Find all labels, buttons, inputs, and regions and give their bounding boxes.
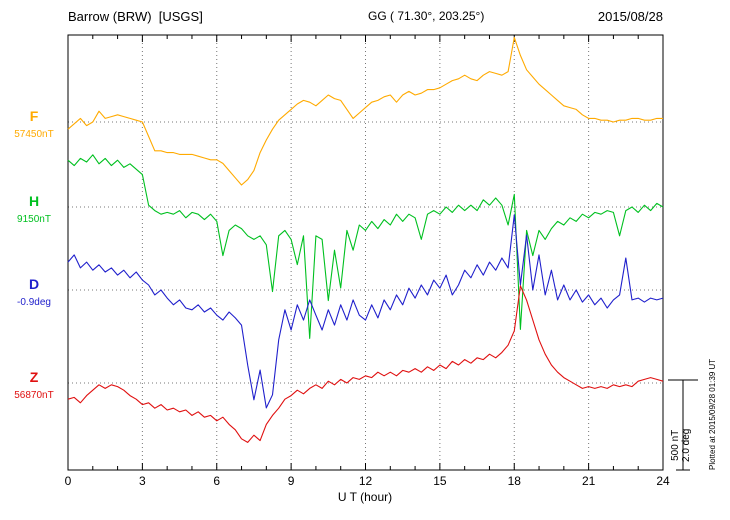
series-label-D: D -0.9deg bbox=[4, 277, 64, 308]
x-tick-label-6: 6 bbox=[213, 474, 221, 488]
x-tick-label-12: 12 bbox=[358, 474, 373, 488]
scale-bar-label: 500 nT 2.0 deg bbox=[670, 429, 692, 462]
series-letter-Z: Z bbox=[29, 369, 39, 385]
series-baseline-D: -0.9deg bbox=[17, 296, 51, 308]
series-letter-F: F bbox=[29, 108, 39, 124]
x-tick-label-21: 21 bbox=[581, 474, 596, 488]
x-tick-label-15: 15 bbox=[433, 474, 447, 488]
x-tick-label-18: 18 bbox=[507, 474, 521, 488]
series-label-Z: Z 56870nT bbox=[4, 370, 64, 401]
x-tick-label-3: 3 bbox=[139, 474, 146, 488]
x-tick-label-9: 9 bbox=[287, 474, 295, 488]
x-tick-label-24: 24 bbox=[656, 474, 670, 488]
scale-bar-nt: 500 nT bbox=[670, 429, 681, 461]
plot-frame bbox=[67, 34, 664, 471]
series-baseline-F: 57450nT bbox=[14, 129, 54, 140]
x-axis-title: U T (hour) bbox=[337, 490, 393, 504]
series-letter-D: D bbox=[28, 275, 40, 292]
x-tick-label-0: 0 bbox=[64, 474, 72, 488]
trace-F bbox=[67, 36, 663, 186]
series-baseline-H: 9150nT bbox=[17, 213, 51, 225]
series-baseline-Z: 56870nT bbox=[14, 390, 54, 401]
geographic-coordinates: GG ( 71.30°, 203.25°) bbox=[368, 9, 485, 23]
scale-bar-deg: 2.0 deg bbox=[681, 428, 692, 462]
trace-Z bbox=[67, 285, 664, 443]
series-letter-H: H bbox=[28, 192, 40, 209]
station-title: Barrow (BRW) [USGS] bbox=[68, 9, 203, 24]
series-label-H: H 9150nT bbox=[4, 194, 64, 225]
plotted-at-note: Plotted at 2015/09/28 01:39 UT bbox=[708, 358, 717, 470]
series-label-F: F 57450nT bbox=[4, 109, 64, 140]
trace-H bbox=[67, 154, 664, 339]
plot-date: 2015/08/28 bbox=[597, 9, 663, 24]
trace-D bbox=[67, 214, 664, 409]
